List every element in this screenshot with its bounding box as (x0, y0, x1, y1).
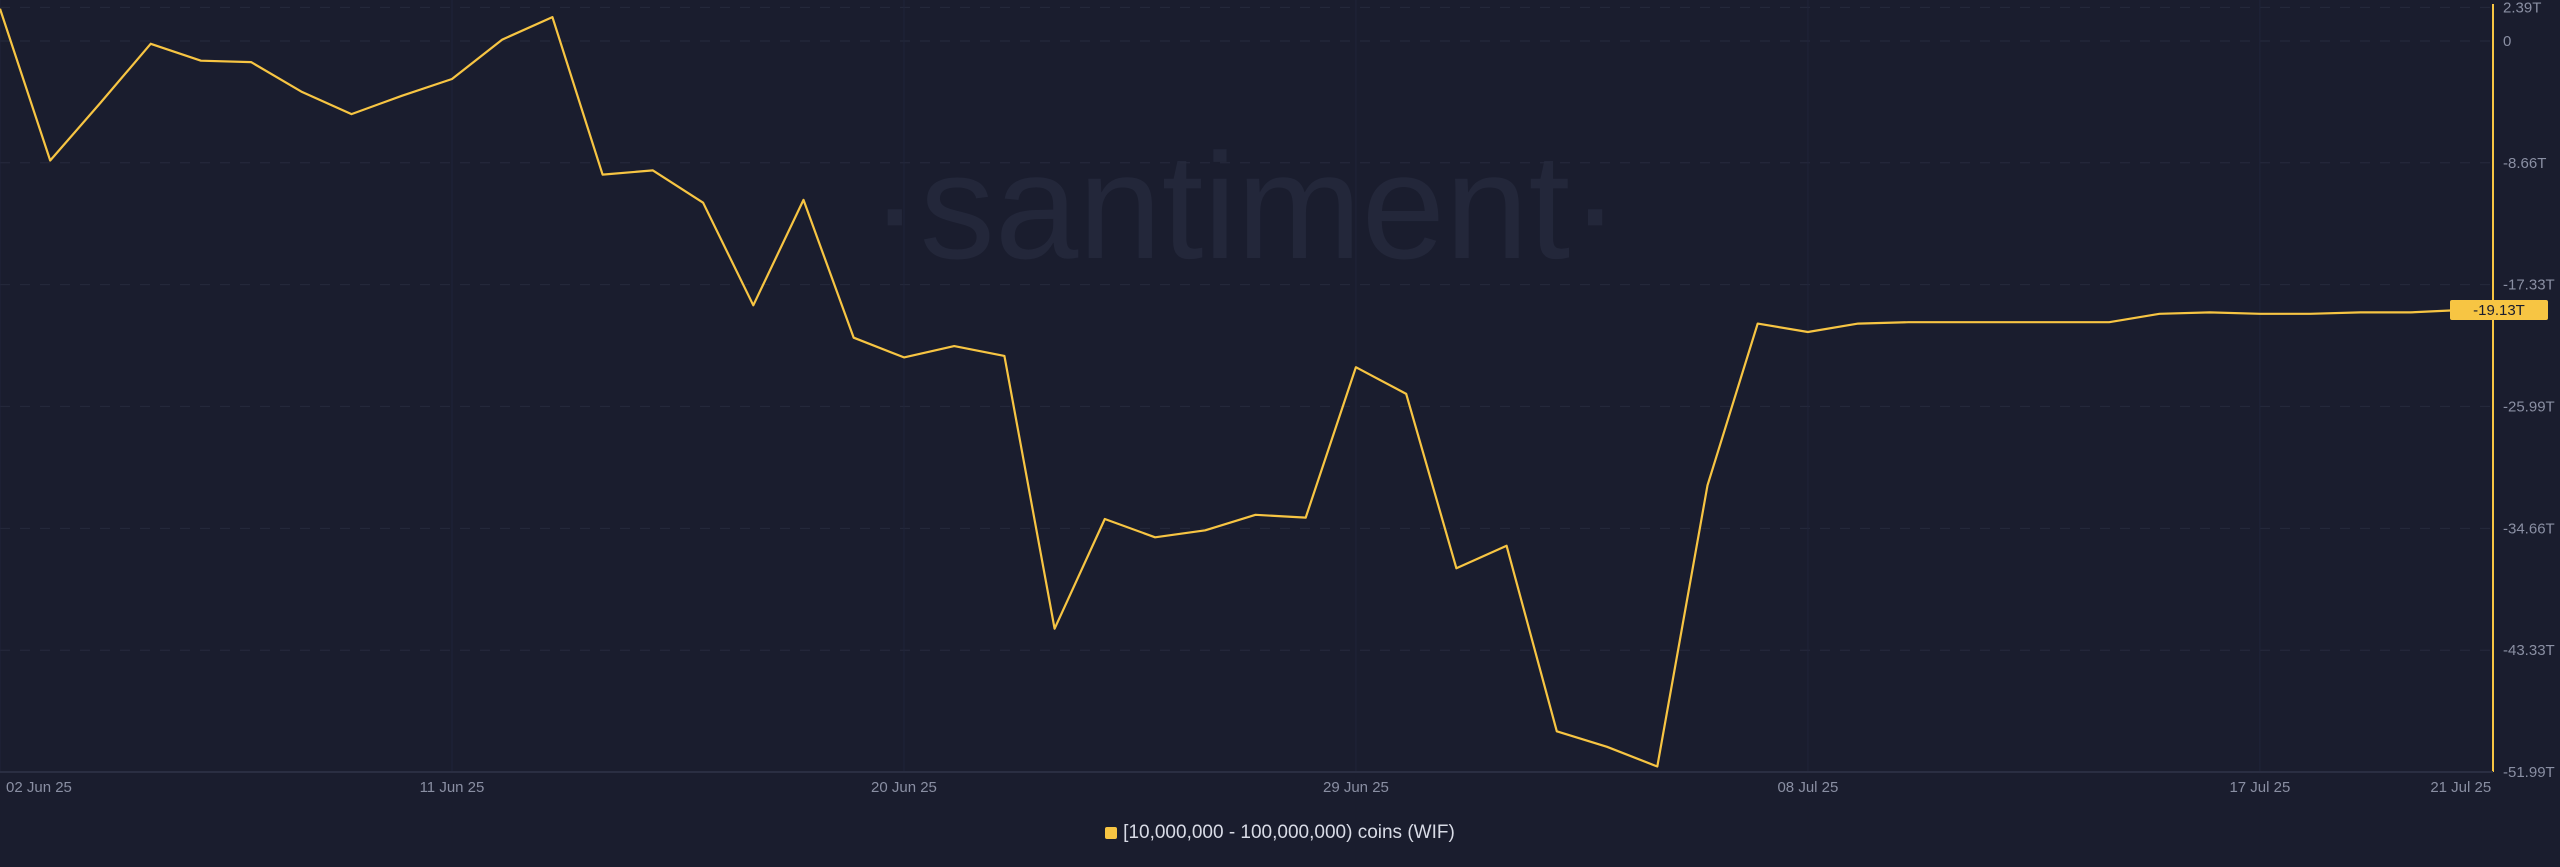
series-line[interactable] (0, 8, 2461, 768)
x-tick-label: 08 Jul 25 (1777, 779, 1838, 796)
x-tick-label: 11 Jun 25 (420, 779, 485, 796)
x-tick-label: 20 Jun 25 (871, 779, 937, 796)
x-tick-label: 02 Jun 25 (6, 779, 72, 796)
y-tick-label: 2.39T (2503, 0, 2541, 16)
x-tick-label: 17 Jul 25 (2229, 779, 2290, 796)
legend-label: [10,000,000 - 100,000,000) coins (WIF) (1123, 822, 1455, 843)
y-tick-label: -34.66T (2503, 520, 2555, 537)
y-tick-label: -25.99T (2503, 398, 2555, 415)
x-tick-label: 21 Jul 25 (2430, 779, 2491, 796)
current-value-label: -19.13T (2473, 302, 2525, 319)
watermark: ·santiment· (870, 122, 1620, 290)
legend-swatch (1105, 827, 1118, 839)
y-tick-label: -17.33T (2503, 277, 2555, 294)
x-tick-label: 29 Jun 25 (1323, 779, 1389, 796)
y-tick-label: 0 (2503, 33, 2511, 50)
y-tick-label: -43.33T (2503, 642, 2555, 659)
legend[interactable]: [10,000,000 - 100,000,000) coins (WIF) (0, 822, 2560, 844)
y-tick-label: -8.66T (2503, 155, 2546, 172)
y-tick-label: -51.99T (2503, 764, 2555, 781)
current-value-badge (2450, 299, 2548, 320)
